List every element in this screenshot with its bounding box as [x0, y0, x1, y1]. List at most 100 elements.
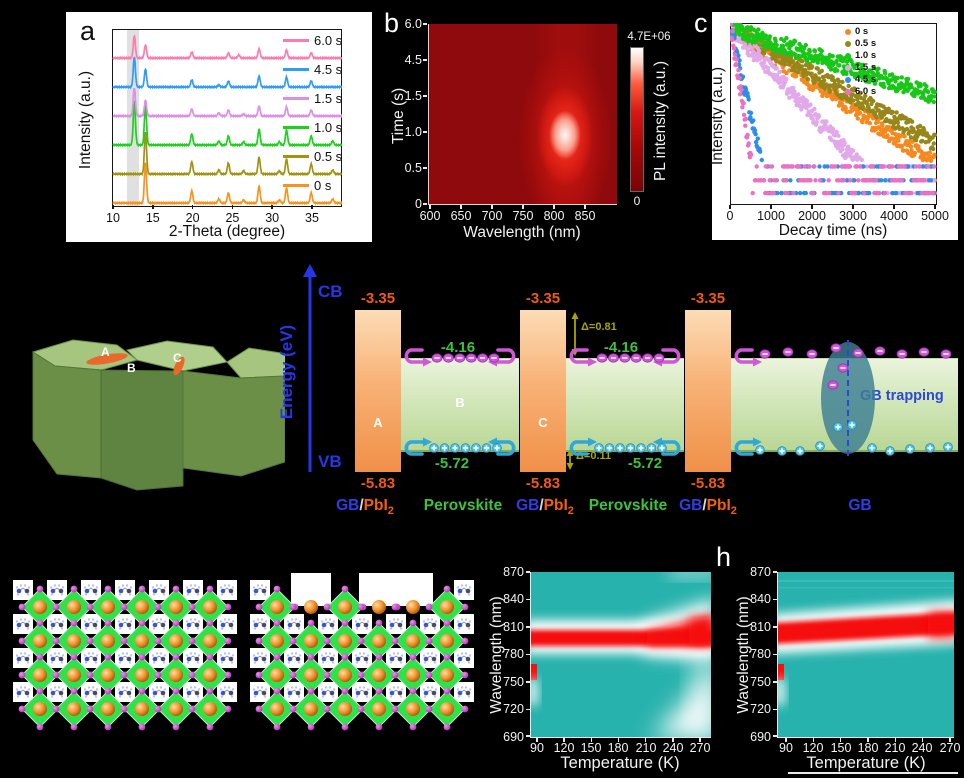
iodide-atom — [341, 585, 349, 593]
decay-point — [902, 164, 907, 169]
decay-point — [883, 71, 888, 76]
pb-atom — [440, 668, 454, 682]
iodide-atom — [52, 705, 60, 713]
legend-dot — [845, 76, 851, 83]
tick-mark — [423, 167, 427, 169]
iodide-atom — [154, 705, 162, 713]
ma-molecule — [47, 614, 67, 634]
decay-point — [799, 178, 804, 183]
boundary-label-part: PbI — [363, 497, 388, 514]
electron — [806, 349, 818, 359]
ma-molecule — [250, 682, 270, 702]
decay-point — [816, 76, 822, 81]
iodide-atom — [273, 687, 281, 695]
iodide-atom — [461, 637, 469, 645]
h-xaxis-title: Temperature (K) — [806, 754, 926, 772]
decay-point — [784, 35, 789, 41]
decay-point — [908, 144, 914, 149]
iodide-atom — [391, 671, 399, 679]
iodide-atom — [425, 671, 433, 679]
a-xaxis-title: 2-Theta (degree) — [168, 223, 286, 240]
emission-band-end — [928, 612, 954, 638]
decay-point — [740, 74, 746, 79]
cb-value: -3.35 — [360, 290, 396, 307]
decay-point — [855, 116, 860, 121]
legend-dot — [845, 40, 851, 47]
decay-point — [745, 91, 750, 96]
iodide-atom — [255, 637, 263, 645]
decay-point — [863, 93, 868, 99]
iodide-atom — [206, 687, 214, 695]
decay-point — [737, 75, 742, 81]
decay-point — [881, 164, 886, 169]
tick-mark — [921, 738, 924, 742]
ma-molecule — [183, 580, 203, 600]
pb-atom — [33, 668, 47, 682]
b-ytick: 4.5 — [404, 53, 422, 67]
energy-axis-arrowhead — [303, 264, 317, 277]
decay-point — [807, 49, 812, 54]
tick-mark — [536, 738, 538, 742]
decay-point — [808, 71, 814, 76]
decay-point — [869, 178, 875, 183]
decay-point — [765, 65, 771, 71]
decay-point — [889, 72, 895, 77]
decay-point — [876, 108, 882, 113]
a-xtick: 10 — [106, 211, 120, 225]
decay-point — [890, 164, 895, 169]
electron-minus — [809, 353, 815, 355]
decay-point — [890, 109, 895, 115]
panel-a: a 10 15 20 25 30 35 2-Theta (degree) Int… — [66, 12, 372, 242]
bottom-rule — [788, 772, 958, 774]
ma-molecule — [183, 682, 203, 702]
boundary-label-part: GB — [679, 497, 703, 514]
decay-chart — [730, 23, 937, 196]
decay-point — [912, 150, 918, 156]
perovskite-region-2 — [566, 358, 684, 452]
pb-atom — [270, 600, 284, 614]
decay-point — [856, 190, 862, 196]
iodide-atom — [120, 671, 128, 679]
decay-point — [931, 99, 936, 105]
g-xtick: 90 — [530, 741, 544, 755]
decay-point — [931, 141, 936, 146]
c-xaxis-title: Decay time (ns) — [778, 222, 888, 239]
decay-point — [870, 164, 875, 169]
boundary-label-part: PbI — [706, 497, 731, 514]
iodide-atom — [52, 671, 60, 679]
panel-c-label: c — [694, 8, 708, 38]
tick-mark — [112, 205, 114, 209]
pb-atom — [270, 668, 284, 682]
decay-point — [928, 178, 934, 183]
decay-point — [867, 190, 872, 196]
decay-point — [844, 109, 849, 115]
iodide-atom — [188, 637, 196, 645]
iodide-atom — [307, 687, 315, 695]
iodide-atom — [120, 705, 128, 713]
b-ytick: 6.0 — [404, 17, 422, 31]
iodide-atom — [409, 723, 417, 731]
decay-point — [832, 78, 837, 84]
iodide-atom — [52, 637, 60, 645]
top-wash — [669, 572, 711, 578]
decay-point — [743, 116, 749, 122]
decay-point — [909, 119, 915, 124]
iodide-atom — [289, 705, 297, 713]
decay-point — [839, 96, 844, 101]
pb-atom — [270, 702, 284, 716]
decay-point — [748, 115, 753, 120]
pb-atom — [372, 600, 386, 614]
decay-point — [912, 178, 918, 183]
tick-mark — [773, 653, 777, 656]
boundary-label: GB/PbI2 — [475, 497, 615, 517]
boundary-label-part: GB — [516, 497, 540, 514]
decay-point — [925, 89, 931, 95]
tick-mark — [893, 205, 895, 209]
tick-mark — [152, 205, 154, 209]
electron — [759, 349, 771, 359]
g-ytick: 810 — [503, 620, 524, 634]
tick-mark — [811, 205, 813, 209]
h-ytick: 840 — [750, 592, 771, 606]
tick-mark — [773, 708, 777, 711]
iodide-atom — [323, 671, 331, 679]
